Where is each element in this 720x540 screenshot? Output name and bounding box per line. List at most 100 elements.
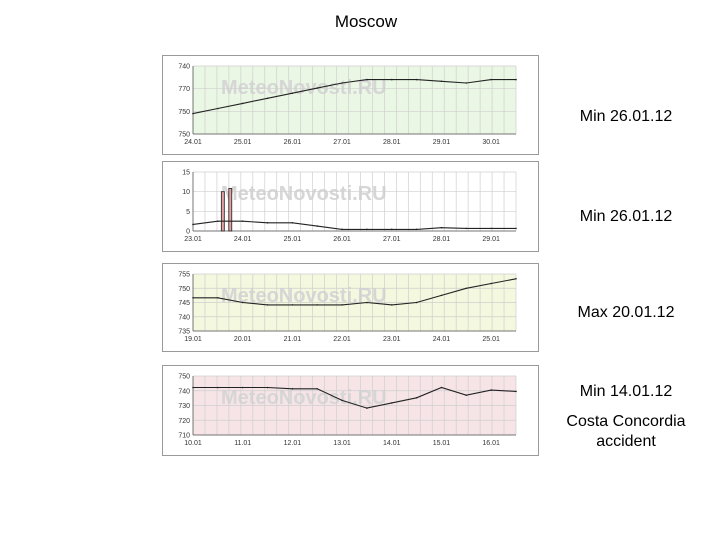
y-tick-label: 740 xyxy=(178,388,190,395)
data-point xyxy=(415,78,418,81)
data-point xyxy=(316,225,319,227)
x-tick-label: 25.01 xyxy=(234,139,252,146)
data-point xyxy=(415,228,418,231)
x-tick-label: 20.01 xyxy=(234,336,252,343)
x-tick-label: 28.01 xyxy=(433,236,451,243)
annotation-3: Max 20.01.12 xyxy=(577,304,675,321)
x-tick-label: 21.01 xyxy=(284,336,302,343)
data-point xyxy=(316,304,319,306)
y-tick-label: 750 xyxy=(178,109,190,116)
precip-bar xyxy=(228,187,233,232)
y-tick-label: 15 xyxy=(182,170,190,177)
data-point xyxy=(390,78,393,81)
chart-panel-3: MeteoNovosti.RU 755 750 745 740 735 19.01 20.01… xyxy=(162,263,539,352)
data-point xyxy=(465,394,468,397)
data-point xyxy=(266,386,269,389)
data-point xyxy=(341,399,343,402)
data-point xyxy=(341,304,343,306)
data-point xyxy=(415,397,418,399)
y-tick-label: 720 xyxy=(178,418,190,425)
precipitation-chart: MeteoNovosti.RU 15 10 5 023.01 24.01 25.01 26.0… xyxy=(182,170,517,243)
series-line xyxy=(192,79,516,115)
data-point xyxy=(465,227,468,230)
data-point xyxy=(515,277,517,280)
data-point xyxy=(217,107,219,110)
annotation-4: Min 14.01.12 xyxy=(579,383,673,400)
data-point xyxy=(440,386,443,389)
data-point xyxy=(440,294,443,297)
y-tick-label: 710 xyxy=(178,433,190,440)
x-tick-label: 14.01 xyxy=(383,440,401,447)
data-point xyxy=(241,386,244,389)
y-tick-label: 750 xyxy=(178,374,190,381)
x-tick-label: 10.01 xyxy=(184,440,202,447)
y-tick-label: 730 xyxy=(178,403,190,410)
data-point xyxy=(217,220,219,222)
data-point xyxy=(490,282,492,285)
data-point xyxy=(490,389,492,391)
x-tick-label: 19.01 xyxy=(184,336,202,343)
data-point xyxy=(390,228,393,231)
data-point xyxy=(192,296,194,299)
data-point xyxy=(192,223,194,226)
chart-panel-1: MeteoNovosti.RU 740 770 750 750 24.01 25.01 26.… xyxy=(162,55,539,155)
data-point xyxy=(366,78,368,81)
data-point xyxy=(465,82,468,84)
x-tick-label: 16.01 xyxy=(482,440,500,447)
y-tick-label: 770 xyxy=(178,86,190,93)
watermark-text: MeteoNovosti.RU xyxy=(221,387,387,409)
x-tick-label: 22.01 xyxy=(333,336,351,343)
x-tick-label: 28.01 xyxy=(383,139,401,146)
y-tick-label: 740 xyxy=(178,64,190,71)
data-point xyxy=(341,82,343,84)
series-line xyxy=(193,278,517,306)
y-tick-label: 750 xyxy=(178,132,190,139)
data-point xyxy=(291,92,294,94)
data-point xyxy=(440,80,443,83)
x-tick-label: 25.01 xyxy=(482,336,500,343)
data-point xyxy=(241,301,244,304)
data-point xyxy=(316,87,319,89)
data-point xyxy=(390,304,393,306)
x-tick-label: 26.01 xyxy=(284,139,302,146)
chart-panel-2: MeteoNovosti.RU 15 10 5 0 23.01 24.01 25.01 26.0… xyxy=(162,161,539,252)
x-tick-label: 26.01 xyxy=(333,236,351,243)
annotation-2: Min 26.01.12 xyxy=(579,208,673,225)
data-point xyxy=(366,407,368,409)
data-point xyxy=(515,227,517,230)
y-tick-label: 0 xyxy=(186,229,190,236)
data-point xyxy=(291,222,294,224)
precip-bar xyxy=(220,191,225,232)
y-tick-label: 755 xyxy=(178,272,190,279)
x-tick-label: 25.01 xyxy=(284,236,302,243)
data-point xyxy=(291,388,294,390)
y-tick-label: 740 xyxy=(178,314,190,321)
data-point xyxy=(366,228,368,231)
data-point xyxy=(341,228,343,231)
x-tick-label: 29.01 xyxy=(433,139,451,146)
x-tick-label: 30.01 xyxy=(482,139,500,146)
y-tick-label: 735 xyxy=(178,329,190,336)
data-point xyxy=(217,386,219,389)
x-tick-label: 23.01 xyxy=(383,336,401,343)
x-tick-label: 23.01 xyxy=(184,236,202,243)
x-tick-label: 29.01 xyxy=(482,236,500,243)
watermark-text: MeteoNovosti.RU xyxy=(221,285,387,307)
data-point xyxy=(390,402,393,404)
page-title: Moscow xyxy=(334,12,398,31)
y-tick-label: 750 xyxy=(178,286,190,293)
y-tick-label: 10 xyxy=(182,189,190,196)
series-line xyxy=(193,386,517,409)
data-point xyxy=(217,296,219,299)
data-point xyxy=(490,78,492,81)
y-tick-label: 745 xyxy=(178,300,190,307)
x-tick-label: 27.01 xyxy=(383,236,401,243)
y-tick-label: 5 xyxy=(186,209,190,216)
plot-area xyxy=(193,66,516,134)
data-point xyxy=(192,386,194,389)
data-point xyxy=(465,287,468,290)
x-tick-label: 24.01 xyxy=(184,139,202,146)
data-point xyxy=(440,226,443,229)
